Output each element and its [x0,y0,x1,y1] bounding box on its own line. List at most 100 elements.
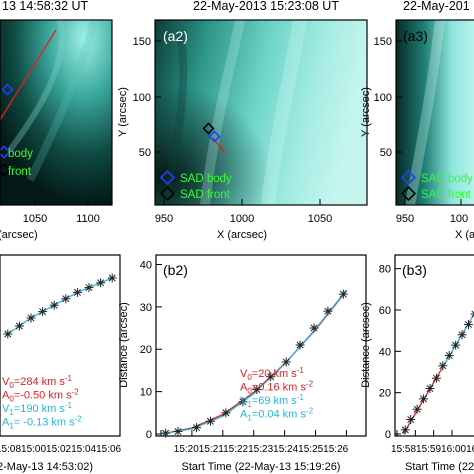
panel-b1: V0=284 km s-1A0=-0.50 km s-2V1=190 km s-… [0,254,122,473]
b2-ylabel: Distance (arcsec) [118,302,130,388]
b3-point-0 [400,425,410,435]
b2-point-9 [295,340,305,350]
b1-xtick-labels: 15:0815:0015:0215:0415:06 [0,444,122,455]
fit-text-b2: V0=20 km s-1A0=0.16 km s-2V1=69 km s-1A1… [240,366,314,423]
b3-point-7 [444,350,454,360]
b2-ytick-label-0: 0 [146,429,152,441]
b3-ytick-label-3: 60 [379,305,391,317]
data-marks-b2 [160,289,348,438]
b2-point-2 [192,423,202,433]
b3-point-10 [464,319,473,329]
panel-label-a3: (a3) [403,28,428,44]
b2-point-11 [323,306,333,316]
b3-ytick-label-2: 40 [379,346,391,358]
legend-front-symbol-a3 [401,186,416,201]
b3-point-3 [419,394,429,404]
b3-xlabel: Start Time (22-M [405,461,474,473]
legend-body-label-a3: SAD body [421,173,473,185]
axes-b2: 0 10 20 30 40 [140,259,347,441]
b2-point-8 [281,357,291,367]
b2-ytick-label-4: 40 [140,259,152,271]
b3-fit-cyan [440,312,474,371]
a2-xtick-950: 950 [155,213,173,225]
b2-fit-line-2: V1=69 km s-1 [240,393,304,409]
panel-a2-title: 22-May-2013 15:23:08 UT [193,0,339,13]
b3-point-2 [412,404,422,414]
legend-front-label-a2: SAD front [180,189,231,201]
trajectory-line-a1 [0,29,57,121]
data-marks-b3 [400,310,474,435]
b3-point-9 [457,330,467,340]
b1-point-6 [72,287,82,297]
b2-xlabel: Start Time (22-May-13 15:19:26) [182,461,341,473]
plot-frame-b3 [394,254,474,437]
b2-point-7 [266,372,276,382]
a1-xtick-1100: 1100 [76,213,100,225]
fit-text-b1: V0=284 km s-1A0=-0.50 km s-2V1=190 km s-… [2,374,82,431]
b3-point-11 [470,310,474,318]
b1-point-7 [84,283,94,293]
a3-ytick-100: 100 [374,92,392,104]
b2-ytick-label-1: 10 [140,387,152,399]
b2-point-10 [309,323,319,333]
b3-xtick-labels: 15:5815:5916:0016:0 [391,444,474,455]
legend-front-symbol-a2 [160,186,175,201]
legend-front-label-a1: front [8,166,32,178]
a3-xlabel: X (a [455,229,474,241]
panel-a2: 22-May-2013 15:23:08 UT (a2) SAD body SA… [117,0,368,241]
b1-point-1 [14,321,24,331]
legend-front-label-a3: SAD front [421,189,472,201]
euv-image-a1 [0,20,112,205]
a2-ylabel: Y (arcsec) [117,87,129,137]
panel-a1: 13 14:58:32 UT body front 1050 1100 (arc… [0,0,113,241]
b2-point-12 [338,289,348,299]
b1-point-8 [96,278,106,288]
b1-fit-line-3: A1= -0.13 km s-2 [2,415,82,431]
panel-b3: (b3) 0 20 40 60 80 15:5815:5916:0016:0 Start… [360,254,474,473]
b1-point-3 [38,307,48,317]
b2-fit-line-0: V0=20 km s-1 [240,366,304,382]
b3-point-4 [425,384,435,394]
panel-label-a2: (a2) [163,28,188,44]
legend-body-label-a1: body [8,148,33,160]
b3-point-1 [406,415,416,425]
plot-frame-b1 [0,254,121,437]
legend-body-symbol-a2 [160,170,175,185]
a2-ytick-150: 150 [133,36,151,48]
b3-ylabel: Distance (arcsec) [360,302,372,388]
b2-ytick-label-3: 30 [140,302,152,314]
b2-point-5 [238,397,248,407]
b1-xlabel: 2-May-13 14:53:02) [0,461,93,473]
plot-frame-b2 [155,254,367,437]
b1-point-5 [61,294,71,304]
a2-xtick-1000: 1000 [230,213,254,225]
panel-b2: (b2) 0 10 20 30 40 V0=20 km s-1A0=0.16 km s-… [118,254,367,473]
panel-a1-title: 13 14:58:32 UT [2,0,89,13]
panel-label-b2: (b2) [163,262,188,278]
b2-point-1 [173,426,183,436]
a3-xtick-950: 950 [396,213,414,225]
euv-image-a3 [396,20,474,205]
a2-ytick-50: 50 [139,147,151,159]
b1-point-9 [107,273,117,283]
b3-point-5 [431,373,441,383]
b2-fit-line-1: A0=0.16 km s-2 [240,380,314,396]
b3-point-6 [438,361,448,371]
a3-ytick-50: 50 [380,147,392,159]
sad-front-marker-a2 [202,122,215,135]
legend-body-symbol-a1 [0,145,11,159]
legend-body-label-a2: SAD body [180,173,232,185]
b1-fit-line-2: V1=190 km s-1 [2,401,73,417]
b2-point-3 [205,416,215,426]
a1-xlabel: (arcsec) [0,229,38,241]
a3-xtick-100: 100 [450,213,468,225]
sad-body-marker-a2 [208,130,221,143]
sad-body-marker-a1 [1,83,14,96]
a3-ylabel: Y (arcsec) [360,87,372,137]
b3-ytick-label-1: 20 [379,388,391,400]
b2-point-6 [252,385,262,394]
panel-a3-title: 22-May-201 [403,0,470,13]
b3-point-8 [451,340,461,350]
panel-label-b3: (b3) [402,262,427,278]
